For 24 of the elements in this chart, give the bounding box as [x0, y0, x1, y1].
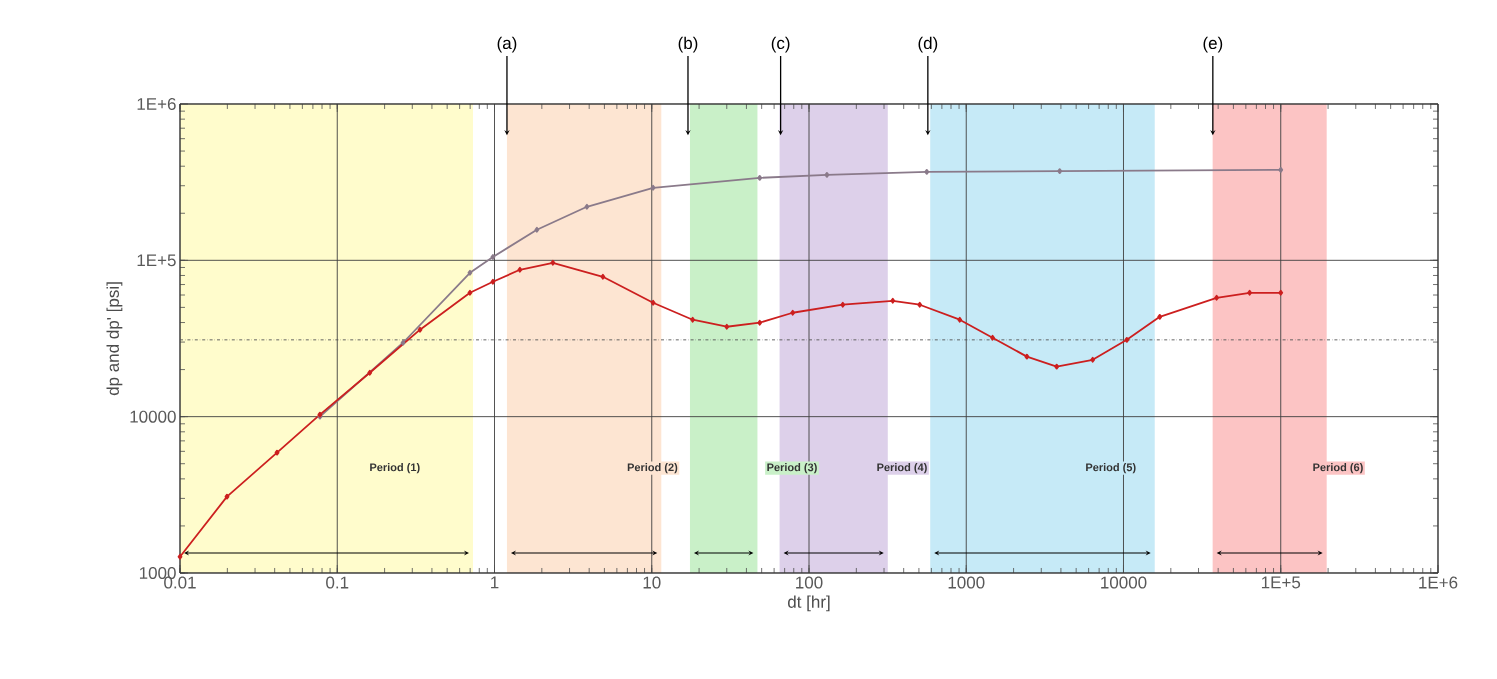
- x-tick-label: 0.1: [326, 576, 349, 589]
- band-label: Period (5): [1086, 463, 1136, 474]
- band-label: Period (3): [767, 463, 817, 474]
- annotation: (d): [918, 36, 938, 53]
- x-tick-label: 1: [491, 576, 499, 589]
- x-tick-label: 1E+6: [1419, 576, 1458, 589]
- y-axis-title: dp and dp' [psi]: [106, 282, 123, 396]
- x-tick-label: 1000: [948, 576, 985, 589]
- band-label: Period (1): [370, 463, 420, 474]
- x-tick-label: 100: [796, 576, 823, 589]
- annotation: (e): [1203, 36, 1223, 53]
- x-tick-label: 10: [643, 576, 661, 589]
- x-axis-title: dt [hr]: [787, 595, 830, 612]
- band-label: Period (2): [627, 463, 678, 474]
- annotation: (c): [771, 36, 790, 53]
- y-tick-label: 1E+5: [137, 254, 176, 267]
- x-tick-label: 1E+5: [1261, 576, 1301, 589]
- y-tick-label: 1E+6: [137, 97, 176, 111]
- band-label: Period (6): [1313, 463, 1363, 474]
- y-tick-label: 10000: [130, 410, 176, 423]
- band-label: Period (4): [877, 463, 927, 474]
- annotation: (b): [678, 36, 698, 53]
- annotation: (a): [497, 36, 517, 53]
- x-tick-label: 10000: [1101, 576, 1147, 589]
